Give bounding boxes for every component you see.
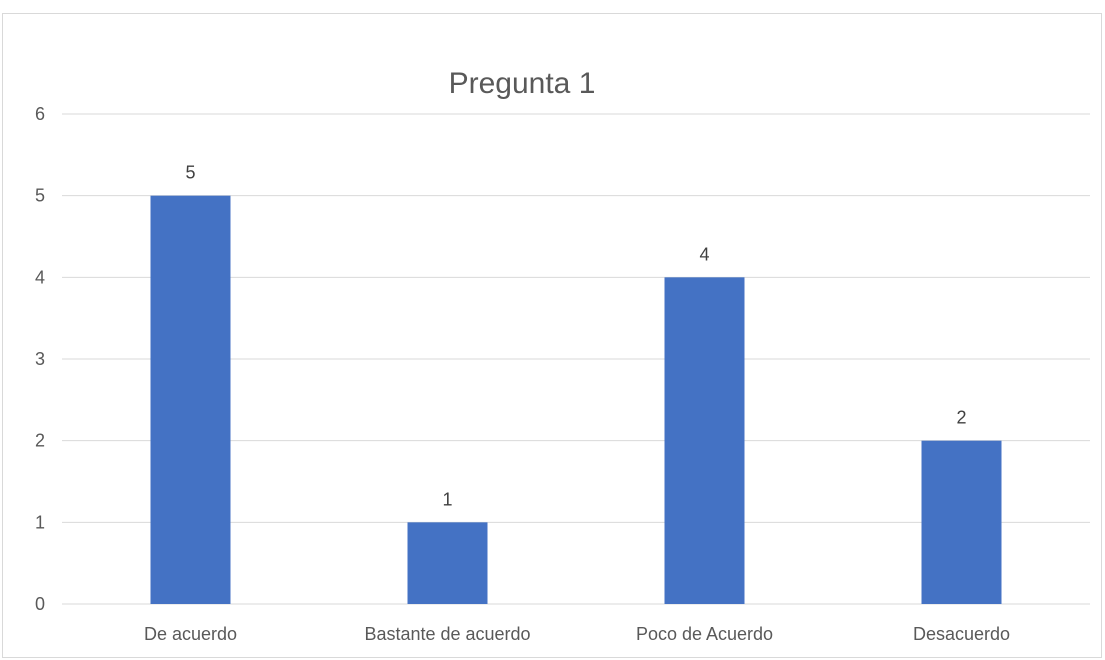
data-label-1: 5 bbox=[185, 163, 195, 183]
x-category-label-1: De acuerdo bbox=[144, 624, 237, 644]
data-labels: 5 1 4 2 bbox=[185, 163, 966, 510]
bars bbox=[150, 195, 1002, 604]
y-tick-label-3: 3 bbox=[35, 349, 45, 369]
y-axis-tick-labels: 0 1 2 3 4 5 6 bbox=[35, 104, 45, 614]
y-tick-label-1: 1 bbox=[35, 512, 45, 532]
chart-title: Pregunta 1 bbox=[449, 67, 596, 100]
y-tick-label-6: 6 bbox=[35, 104, 45, 124]
y-tick-label-4: 4 bbox=[35, 267, 45, 287]
x-axis-category-labels: De acuerdo Bastante de acuerdo Poco de Acu… bbox=[144, 624, 1010, 644]
x-category-label-3: Poco de Acuerdo bbox=[636, 624, 773, 644]
data-label-3: 4 bbox=[699, 244, 709, 264]
x-category-label-4: Desacuerdo bbox=[913, 624, 1010, 644]
y-tick-label-0: 0 bbox=[35, 594, 45, 614]
y-tick-label-5: 5 bbox=[35, 186, 45, 206]
bar-4 bbox=[921, 440, 1002, 604]
data-label-4: 2 bbox=[956, 408, 966, 428]
gridlines bbox=[62, 113, 1090, 605]
bar-1 bbox=[150, 195, 231, 604]
bar-2 bbox=[407, 522, 488, 604]
data-label-2: 1 bbox=[442, 489, 452, 509]
bar-3 bbox=[664, 277, 745, 604]
y-tick-label-2: 2 bbox=[35, 431, 45, 451]
x-category-label-2: Bastante de acuerdo bbox=[364, 624, 530, 644]
